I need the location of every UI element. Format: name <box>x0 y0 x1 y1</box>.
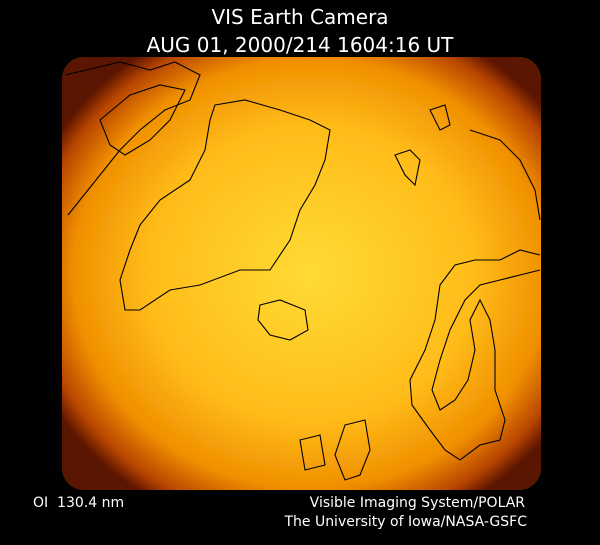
coastlines <box>64 61 541 481</box>
wavelength-label: OI 130.4 nm <box>33 495 124 511</box>
institution-label: The University of Iowa/NASA-GSFC <box>283 514 527 530</box>
image-title: VIS Earth Camera <box>211 5 388 29</box>
image-timestamp: AUG 01, 2000/214 1604:16 UT <box>147 33 455 57</box>
instrument-label: Visible Imaging System/POLAR <box>310 495 526 511</box>
image-frame <box>62 57 541 490</box>
earth-image <box>62 57 541 490</box>
